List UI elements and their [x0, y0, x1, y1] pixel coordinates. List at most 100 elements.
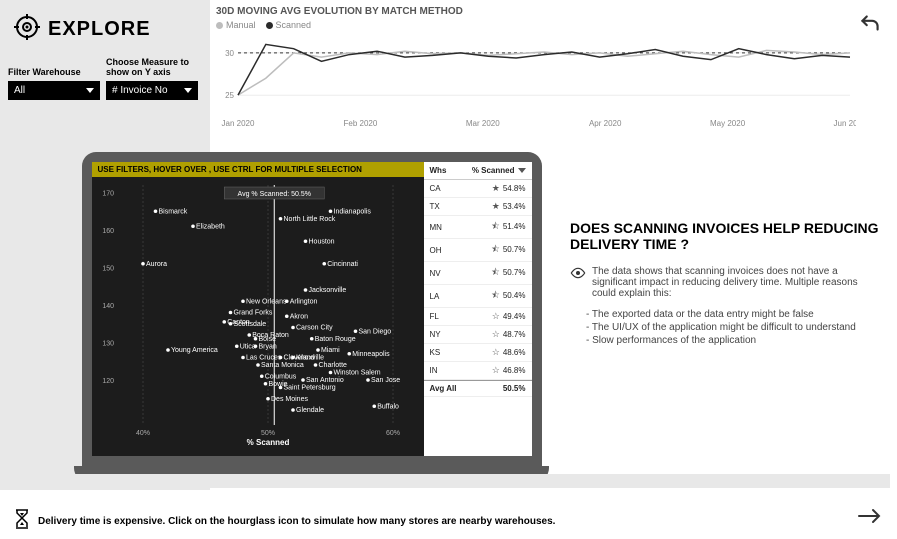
svg-text:Jacksonville: Jacksonville	[308, 287, 346, 294]
table-cell-pct: ☆46.8%	[492, 365, 526, 376]
table-cell-whs: CA	[430, 184, 441, 193]
hourglass-icon[interactable]	[14, 509, 30, 534]
svg-text:Saint Petersburg: Saint Petersburg	[283, 385, 335, 392]
analysis-bullet: - Slow performances of the application	[586, 335, 880, 346]
table-header[interactable]: Whs % Scanned	[424, 162, 532, 180]
legend-item[interactable]: Manual	[216, 20, 256, 30]
table-row[interactable]: LA⯪50.4%	[424, 285, 532, 308]
back-button[interactable]	[857, 10, 883, 41]
whs-table: Whs % Scanned CA★54.8% TX ★53.4% MN ⯪51.4% OH…	[424, 162, 532, 456]
star-icon: ⯪	[491, 290, 500, 300]
svg-text:North Little Rock: North Little Rock	[283, 216, 335, 223]
table-row[interactable]: IN ☆46.8%	[424, 362, 532, 380]
svg-text:New Orleans: New Orleans	[246, 298, 287, 305]
svg-text:San Jose: San Jose	[371, 377, 400, 384]
filter-measure-dropdown[interactable]: # Invoice No	[106, 81, 198, 100]
svg-text:Avg % Scanned: 50.5%: Avg % Scanned: 50.5%	[237, 191, 310, 198]
table-header-whs: Whs	[430, 166, 447, 175]
svg-text:Carson City: Carson City	[296, 325, 333, 332]
table-cell-pct: ☆49.4%	[492, 311, 526, 322]
filter-measure-label: Choose Measure to show on Y axis	[106, 55, 202, 77]
table-row[interactable]: NV ⯪50.7%	[424, 262, 532, 285]
line-chart-panel: 30D MOVING AVG EVOLUTION BY MATCH METHOD…	[210, 0, 860, 150]
svg-text:Mar 2020: Mar 2020	[466, 119, 500, 128]
star-icon: ☆	[492, 329, 500, 339]
analysis-bullet: - The exported data or the data entry mi…	[586, 309, 880, 320]
svg-text:Houston: Houston	[308, 238, 334, 245]
svg-text:60%: 60%	[385, 430, 399, 437]
filter-row: Filter Warehouse All Choose Measure to s…	[0, 55, 210, 100]
table-row[interactable]: OH⯪50.7%	[424, 239, 532, 262]
svg-text:120: 120	[102, 378, 114, 385]
legend-label: Manual	[226, 20, 256, 30]
star-icon: ⯪	[491, 244, 500, 254]
table-footer-label: Avg All	[430, 384, 457, 393]
svg-text:Elizabeth: Elizabeth	[196, 223, 225, 230]
chevron-down-icon	[86, 88, 94, 93]
next-button[interactable]	[857, 506, 883, 531]
table-cell-whs: IN	[430, 366, 438, 375]
table-cell-whs: NY	[430, 330, 441, 339]
line-chart-title: 30D MOVING AVG EVOLUTION BY MATCH METHOD	[216, 6, 860, 17]
brand-text: EXPLORE	[48, 18, 151, 41]
scatter-chart[interactable]: 40%50%60%120130140150160170Avg % Scanned…	[92, 177, 424, 447]
svg-text:Charlotte: Charlotte	[318, 362, 347, 369]
svg-text:140: 140	[102, 303, 114, 310]
brand-row: EXPLORE	[0, 0, 210, 55]
svg-text:Bryan: Bryan	[258, 343, 276, 350]
sort-desc-icon	[518, 168, 526, 173]
table-body: CA★54.8% TX ★53.4% MN ⯪51.4% OH⯪50.7% NV ⯪50.7%…	[424, 180, 532, 397]
table-cell-pct: ⯪51.4%	[491, 219, 525, 235]
svg-text:Boise: Boise	[258, 336, 276, 343]
table-cell-pct: ★53.4%	[492, 201, 526, 212]
svg-text:Cincinnati: Cincinnati	[327, 261, 358, 268]
filter-measure-group: Choose Measure to show on Y axis # Invoi…	[106, 55, 202, 100]
table-header-pct: % Scanned	[472, 166, 526, 175]
filter-warehouse-group: Filter Warehouse All	[8, 55, 100, 100]
table-row[interactable]: CA★54.8%	[424, 180, 532, 198]
laptop-screen: USE FILTERS, HOVER OVER , USE CTRL FOR M…	[92, 162, 532, 456]
svg-text:50%: 50%	[260, 430, 274, 437]
footer-text: Delivery time is expensive. Click on the…	[38, 516, 555, 527]
svg-text:Indianapolis: Indianapolis	[333, 208, 371, 215]
table-cell-whs: TX	[430, 202, 440, 211]
table-row[interactable]: TX ★53.4%	[424, 198, 532, 216]
svg-text:170: 170	[102, 191, 114, 198]
table-row[interactable]: NY ☆48.7%	[424, 326, 532, 344]
svg-text:Baton Rouge: Baton Rouge	[314, 336, 355, 343]
laptop-bezel: USE FILTERS, HOVER OVER , USE CTRL FOR M…	[82, 152, 542, 466]
analysis-intro-row: The data shows that scanning invoices do…	[570, 266, 880, 299]
svg-text:Arlington: Arlington	[289, 298, 317, 305]
line-chart[interactable]: 2530Jan 2020Feb 2020Mar 2020Apr 2020May …	[216, 30, 856, 130]
svg-text:Jun 2020: Jun 2020	[834, 119, 856, 128]
table-cell-pct: ☆48.7%	[492, 329, 526, 340]
svg-text:Columbus: Columbus	[264, 373, 296, 380]
svg-text:Winston Salem: Winston Salem	[333, 370, 380, 377]
table-cell-pct: ⯪50.7%	[491, 242, 525, 258]
star-icon: ⯪	[491, 221, 500, 231]
filter-warehouse-value: All	[14, 85, 25, 96]
scatter-instructions: USE FILTERS, HOVER OVER , USE CTRL FOR M…	[92, 162, 424, 177]
svg-text:130: 130	[102, 341, 114, 348]
filter-warehouse-dropdown[interactable]: All	[8, 81, 100, 100]
line-chart-legend: Manual Scanned	[216, 20, 860, 30]
table-cell-pct: ⯪50.7%	[491, 265, 525, 281]
table-row[interactable]: FL ☆49.4%	[424, 308, 532, 326]
table-cell-whs: FL	[430, 312, 439, 321]
svg-text:Bismarck: Bismarck	[158, 208, 187, 215]
table-cell-whs: MN	[430, 223, 442, 232]
analysis-bullet: - The UI/UX of the application might be …	[586, 322, 880, 333]
chevron-down-icon	[184, 88, 192, 93]
table-row[interactable]: MN ⯪51.4%	[424, 216, 532, 239]
svg-text:Jan 2020: Jan 2020	[222, 119, 255, 128]
table-cell-whs: NV	[430, 269, 441, 278]
legend-item[interactable]: Scanned	[266, 20, 312, 30]
star-icon: ⯪	[491, 267, 500, 277]
svg-text:% Scanned: % Scanned	[246, 438, 289, 447]
table-row[interactable]: KS☆48.6%	[424, 344, 532, 362]
svg-text:Cleveland: Cleveland	[283, 355, 314, 362]
star-icon: ☆	[492, 347, 500, 357]
svg-text:Young America: Young America	[171, 347, 218, 354]
analysis-title: DOES SCANNING INVOICES HELP REDUCING DEL…	[570, 220, 880, 252]
laptop-visual: USE FILTERS, HOVER OVER , USE CTRL FOR M…	[74, 152, 549, 492]
